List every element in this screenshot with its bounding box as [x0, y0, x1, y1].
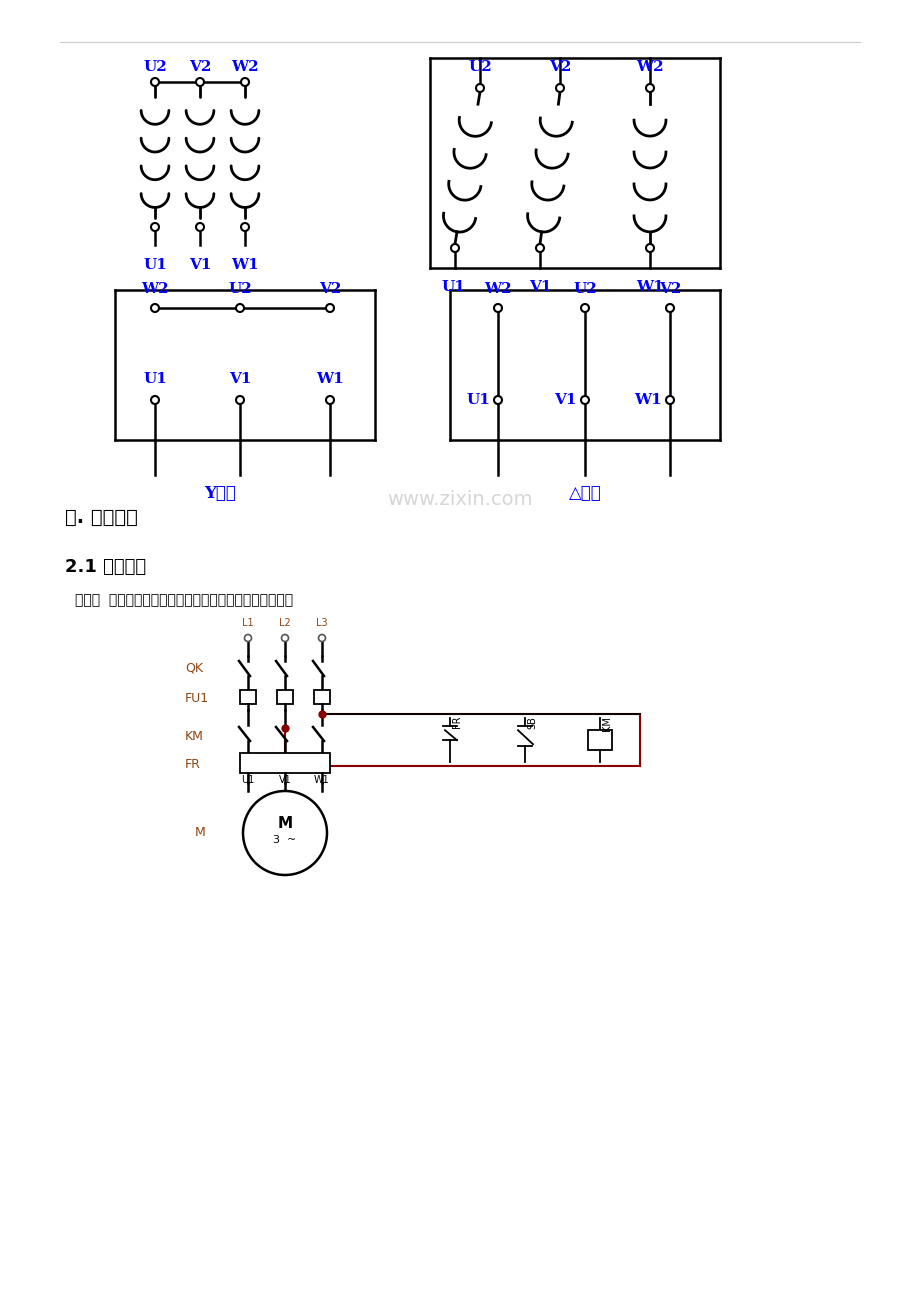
Circle shape [196, 223, 204, 230]
FancyBboxPatch shape [277, 690, 292, 704]
Text: FU1: FU1 [185, 693, 209, 706]
Text: V2: V2 [658, 283, 680, 296]
Circle shape [536, 243, 543, 253]
Circle shape [244, 634, 251, 642]
Text: L2: L2 [278, 618, 290, 628]
Text: Y接法: Y接法 [204, 486, 235, 503]
Circle shape [236, 303, 244, 312]
Circle shape [243, 792, 326, 875]
Text: V2: V2 [549, 60, 571, 74]
Text: V1: V1 [528, 280, 550, 294]
Text: V1: V1 [278, 775, 291, 785]
Text: U1: U1 [440, 280, 464, 294]
Circle shape [325, 396, 334, 404]
Text: QK: QK [185, 661, 203, 674]
Circle shape [236, 396, 244, 404]
Circle shape [318, 634, 325, 642]
Text: W1: W1 [313, 775, 330, 785]
Text: V1: V1 [554, 393, 576, 408]
Text: 二. 线路分析: 二. 线路分析 [65, 508, 138, 527]
Text: U2: U2 [573, 283, 596, 296]
Circle shape [665, 396, 674, 404]
Text: W2: W2 [141, 283, 168, 296]
Circle shape [151, 78, 159, 86]
Circle shape [494, 396, 502, 404]
Text: W1: W1 [231, 258, 258, 272]
Text: W2: W2 [636, 60, 664, 74]
Text: FR: FR [451, 716, 461, 729]
Text: M: M [278, 816, 292, 832]
FancyBboxPatch shape [313, 690, 330, 704]
FancyBboxPatch shape [587, 729, 611, 750]
Circle shape [196, 78, 204, 86]
Circle shape [555, 85, 563, 92]
Text: FR: FR [185, 759, 200, 772]
Text: U2: U2 [228, 283, 252, 296]
Text: V1: V1 [188, 258, 211, 272]
Text: SB: SB [527, 716, 537, 729]
Text: W2: W2 [483, 283, 511, 296]
Text: www.zixin.com: www.zixin.com [387, 490, 532, 509]
Text: U1: U1 [143, 258, 166, 272]
Text: 3  ~: 3 ~ [273, 835, 296, 845]
Circle shape [581, 303, 588, 312]
Text: KM: KM [601, 716, 611, 730]
Circle shape [241, 223, 249, 230]
Text: V2: V2 [319, 283, 341, 296]
Text: W1: W1 [633, 393, 662, 408]
Circle shape [151, 396, 159, 404]
Circle shape [241, 78, 249, 86]
Text: U1: U1 [143, 372, 166, 385]
Text: W2: W2 [231, 60, 258, 74]
Circle shape [581, 396, 588, 404]
Text: V2: V2 [188, 60, 211, 74]
Circle shape [281, 634, 289, 642]
FancyBboxPatch shape [240, 753, 330, 773]
Circle shape [151, 303, 159, 312]
Text: 要求：  实现使用按鈕按下电机运行，松开按鈕电机停止。: 要求： 实现使用按鈕按下电机运行，松开按鈕电机停止。 [75, 592, 293, 607]
Text: U1: U1 [241, 775, 255, 785]
Circle shape [151, 223, 159, 230]
Text: KM: KM [185, 730, 204, 743]
Text: V1: V1 [229, 372, 251, 385]
Circle shape [645, 85, 653, 92]
Text: W1: W1 [635, 280, 664, 294]
Text: U2: U2 [143, 60, 166, 74]
Circle shape [475, 85, 483, 92]
Text: U2: U2 [468, 60, 492, 74]
Circle shape [325, 303, 334, 312]
Text: L1: L1 [242, 618, 254, 628]
Text: W1: W1 [316, 372, 344, 385]
Text: M: M [195, 827, 206, 840]
Circle shape [645, 243, 653, 253]
Text: U1: U1 [466, 393, 490, 408]
FancyBboxPatch shape [240, 690, 255, 704]
Text: 2.1 点动控制: 2.1 点动控制 [65, 559, 146, 575]
Text: L3: L3 [316, 618, 327, 628]
Circle shape [450, 243, 459, 253]
Circle shape [494, 303, 502, 312]
Circle shape [665, 303, 674, 312]
Text: △接法: △接法 [568, 486, 601, 503]
